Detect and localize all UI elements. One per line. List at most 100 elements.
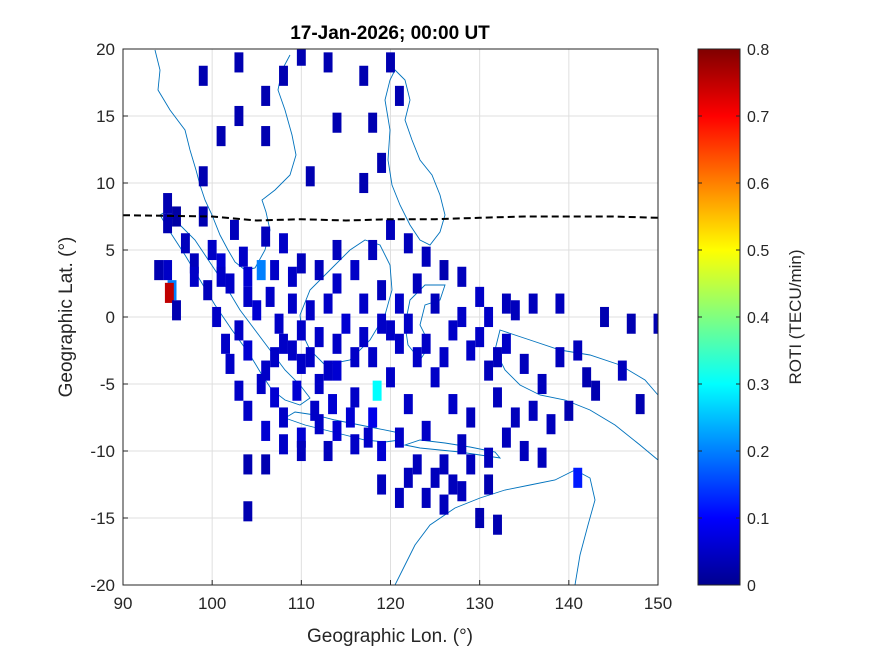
- roti-cell: [216, 126, 226, 147]
- roti-cell: [386, 52, 395, 73]
- roti-cell: [412, 273, 422, 294]
- roti-cell: [386, 219, 395, 240]
- roti-cell: [332, 112, 342, 133]
- roti-cell: [279, 407, 288, 428]
- roti-cell: [238, 246, 248, 267]
- magnetic-equator-line: [123, 214, 658, 222]
- roti-cell: [154, 260, 164, 281]
- roti-cell: [189, 266, 199, 287]
- roti-cell: [305, 347, 315, 368]
- roti-cell: [296, 253, 306, 274]
- chart-title: 17-Jan-2026; 00:00 UT: [290, 23, 490, 44]
- roti-cell: [314, 260, 324, 281]
- roti-cell: [439, 260, 449, 281]
- roti-cell: [421, 246, 431, 267]
- roti-cell: [172, 300, 181, 321]
- roti-cell: [368, 347, 378, 368]
- roti-cell: [216, 253, 226, 274]
- roti-cell: [198, 166, 208, 187]
- roti-cell: [421, 420, 431, 441]
- roti-cell: [368, 112, 378, 133]
- roti-cell: [430, 367, 440, 388]
- x-tick-label: 110: [288, 594, 315, 613]
- coastline-lesser-sunda: [403, 439, 502, 459]
- colorbar-tick-label: 0.5: [747, 243, 769, 260]
- roti-cell: [261, 420, 271, 441]
- roti-cell: [180, 233, 190, 254]
- roti-cell: [439, 494, 449, 515]
- roti-cell: [234, 320, 244, 341]
- roti-cell: [635, 394, 645, 415]
- roti-cell: [600, 306, 609, 328]
- colorbar-tick-label: 0.4: [747, 310, 769, 327]
- y-axis-label: Geographic Lat. (°): [56, 237, 77, 398]
- roti-cells: [154, 49, 658, 535]
- x-tick-label: 100: [198, 594, 226, 613]
- roti-cell: [172, 206, 181, 227]
- roti-cell: [261, 454, 271, 475]
- roti-cell: [296, 353, 306, 374]
- roti-cell: [261, 126, 271, 147]
- roti-cell: [261, 360, 271, 381]
- roti-cell: [493, 347, 502, 368]
- roti-cell: [403, 313, 413, 334]
- colorbar: [698, 49, 740, 585]
- roti-cell: [403, 394, 413, 415]
- roti-cell: [243, 340, 253, 361]
- x-tick-label: 130: [465, 594, 493, 613]
- roti-cell: [394, 427, 404, 448]
- y-tick-label: 5: [106, 241, 115, 260]
- roti-cell: [466, 407, 476, 428]
- roti-cell: [537, 373, 547, 395]
- roti-cell: [582, 367, 592, 388]
- roti-cell: [394, 85, 404, 106]
- roti-cell: [626, 313, 636, 334]
- coastline-sumatra: [159, 211, 311, 406]
- roti-cell: [332, 360, 342, 381]
- roti-cell: [368, 239, 378, 261]
- roti-cell: [475, 327, 485, 348]
- roti-cell: [439, 454, 449, 475]
- roti-cell: [501, 333, 511, 354]
- roti-cell: [394, 333, 404, 354]
- y-tick-label: -10: [90, 442, 115, 461]
- roti-cell: [332, 420, 342, 441]
- roti-cell: [359, 327, 369, 348]
- roti-cell: [372, 380, 382, 401]
- roti-cell: [341, 313, 351, 334]
- roti-cell: [279, 233, 288, 254]
- roti-cell: [296, 320, 306, 341]
- roti-cell: [323, 360, 333, 381]
- x-tick-label: 120: [376, 594, 404, 613]
- roti-cell: [377, 152, 387, 173]
- colorbar-tick-label: 0.7: [747, 109, 769, 126]
- y-tick-label: -20: [90, 576, 115, 595]
- roti-cell: [448, 320, 458, 341]
- colorbar-tick-label: 0: [747, 578, 756, 595]
- roti-cell: [216, 266, 226, 287]
- roti-cell: [261, 85, 271, 106]
- roti-cell: [243, 454, 253, 475]
- roti-cell: [243, 286, 253, 307]
- roti-cell: [345, 407, 355, 428]
- roti-cell: [243, 501, 253, 522]
- roti-cell: [412, 347, 422, 368]
- roti-cell: [287, 340, 297, 361]
- roti-cell: [448, 474, 458, 495]
- x-axis-label: Geographic Lon. (°): [307, 626, 473, 647]
- roti-cell: [164, 282, 174, 303]
- roti-cell: [270, 387, 280, 408]
- roti-cell: [377, 280, 387, 301]
- roti-cell: [466, 454, 476, 475]
- roti-cell: [163, 193, 173, 214]
- roti-cell: [350, 434, 360, 455]
- roti-cell: [466, 340, 476, 361]
- y-tick-label: 20: [96, 40, 115, 59]
- roti-cell: [256, 260, 266, 281]
- roti-cell: [363, 427, 373, 448]
- roti-cell: [243, 400, 253, 421]
- roti-cell: [430, 293, 440, 314]
- colorbar-tick-label: 0.3: [747, 377, 769, 394]
- roti-cell: [475, 286, 485, 307]
- roti-cell: [501, 293, 511, 314]
